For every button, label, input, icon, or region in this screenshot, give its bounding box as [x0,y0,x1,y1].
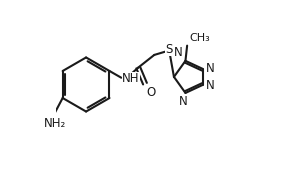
Text: N: N [174,46,182,59]
Text: S: S [165,43,172,56]
Text: O: O [146,86,156,99]
Text: N: N [206,62,215,75]
Text: N: N [206,79,215,92]
Text: N: N [179,95,188,108]
Text: NH₂: NH₂ [44,117,66,130]
Text: NH: NH [122,72,140,85]
Text: CH₃: CH₃ [190,33,210,43]
